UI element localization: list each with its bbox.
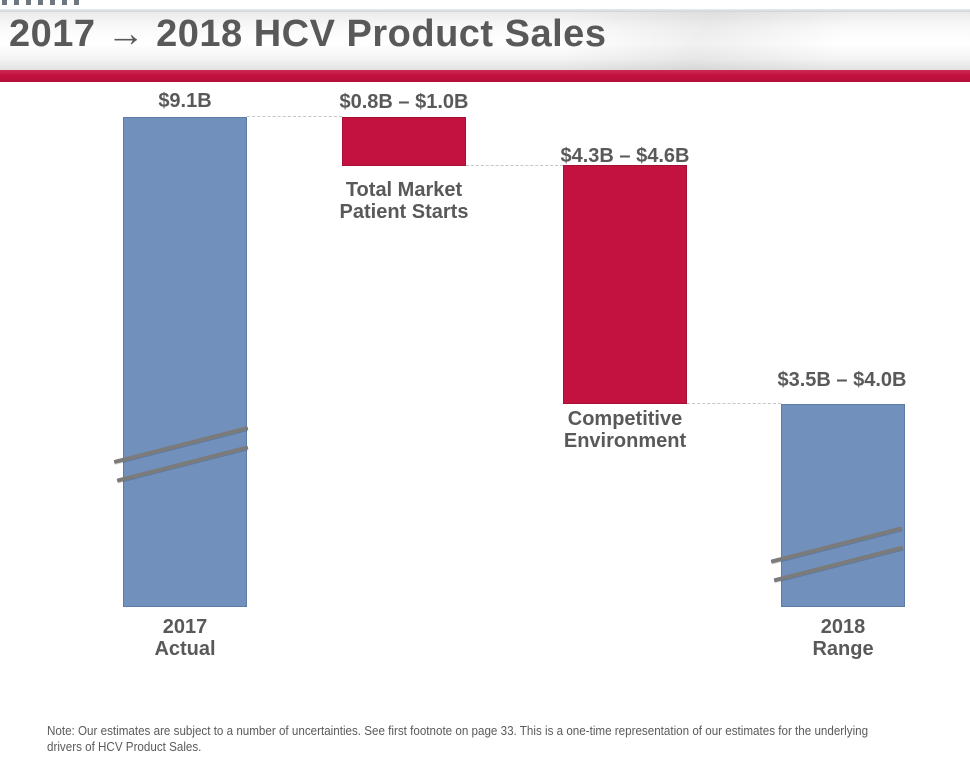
category-label-total-market-patient-starts: Total Market Patient Starts [294,179,514,223]
category-line: Patient Starts [339,201,469,223]
category-line: Competitive [567,408,683,430]
connector-line-1 [247,116,342,117]
title-accent-bar [0,70,970,82]
footnote-line-1: Note: Our estimates are subject to a num… [47,724,869,738]
bar-total-market-patient-starts [342,117,466,166]
value-label-2017-actual: $9.1B [158,90,212,112]
clipped-header-fragment [2,0,80,5]
page-title: 2017 → 2018 HCV Product Sales [9,13,607,55]
value-label-2018-range: $3.5B – $4.0B [777,369,907,391]
bar-2018-range [781,404,905,607]
footnote: Note: Our estimates are subject to a num… [47,723,930,755]
header-top-rule [0,9,970,12]
footnote-line-2: drivers of HCV Product Sales. [47,740,202,754]
category-label-2018-range: 2018 Range [733,616,953,660]
category-line: Actual [154,638,216,660]
category-label-competitive-environment: Competitive Environment [515,408,735,452]
category-label-2017-actual: 2017 Actual [75,616,295,660]
connector-line-2 [466,165,563,166]
category-line: 2018 [820,616,866,638]
category-line: Range [812,638,874,660]
category-line: 2017 [162,616,208,638]
category-line: Environment [563,430,687,452]
value-label-total-market-patient-starts: $0.8B – $1.0B [339,91,469,113]
category-line: Total Market [345,179,463,201]
bar-2017-actual [123,117,247,607]
title-band [0,12,970,70]
waterfall-chart: $9.1B $0.8B – $1.0B $4.3B – $4.6B $3.5B … [0,82,970,682]
value-label-competitive-environment: $4.3B – $4.6B [560,145,690,167]
connector-line-3 [687,403,781,404]
bar-competitive-environment [563,165,687,404]
